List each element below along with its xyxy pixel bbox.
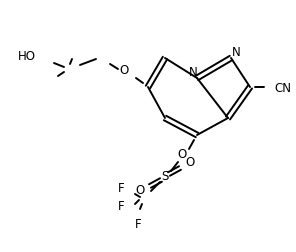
Text: N: N — [189, 66, 197, 79]
Text: F: F — [118, 182, 124, 196]
Text: O: O — [119, 65, 129, 78]
Text: S: S — [161, 171, 169, 183]
Text: O: O — [185, 156, 195, 170]
Text: O: O — [135, 184, 145, 198]
Text: O: O — [177, 148, 186, 162]
Text: CN: CN — [274, 81, 291, 94]
Text: F: F — [135, 217, 141, 231]
Text: N: N — [232, 46, 240, 58]
Text: HO: HO — [18, 50, 36, 64]
Text: F: F — [118, 201, 124, 213]
